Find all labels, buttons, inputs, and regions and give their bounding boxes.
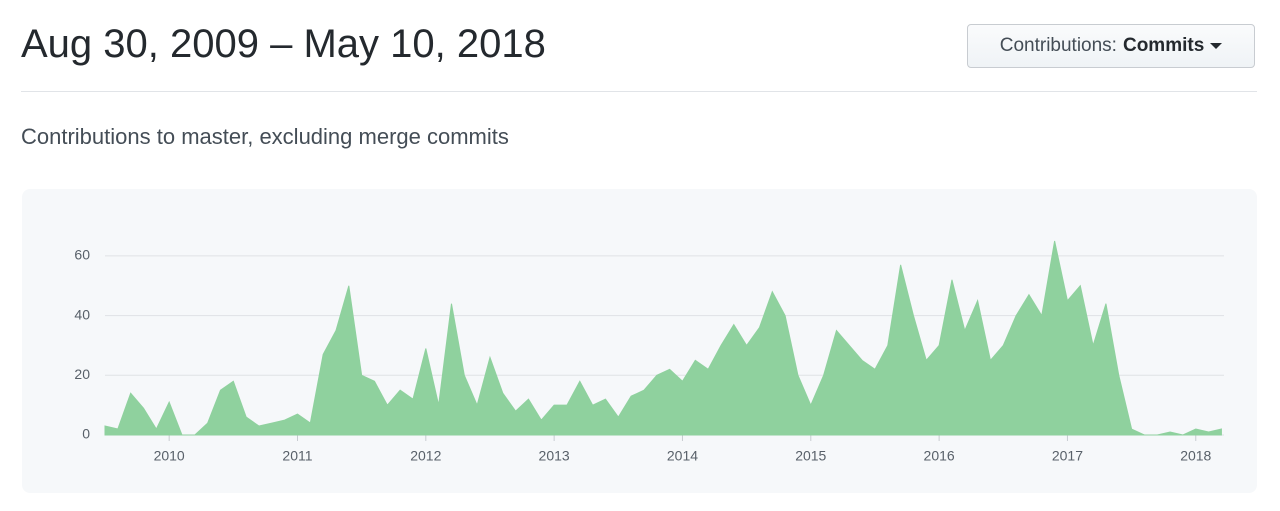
divider [21,91,1257,92]
x-tick-label: 2014 [667,448,698,464]
contributions-dropdown[interactable]: Contributions: Commits [967,24,1255,68]
subtitle: Contributions to master, excluding merge… [21,124,509,149]
x-tick-label: 2017 [1052,448,1083,464]
y-tick-label: 40 [74,306,90,322]
caret [1210,43,1223,49]
x-tick-label: 2013 [539,448,570,464]
area [104,240,1222,436]
y-tick-label: 60 [74,247,90,263]
x-tick-label: 2012 [410,448,441,464]
dropdown-value: Commits [1122,35,1205,56]
y-tick-label: 20 [74,366,90,382]
x-tick-label: 2015 [795,448,826,464]
page-title: Aug 30, 2009 – May 10, 2018 [21,22,546,66]
x-tick-label: 2011 [282,448,312,464]
x-tick-label: 2018 [1180,448,1211,464]
x-tick-label: 2016 [924,448,955,464]
y-tick-label: 0 [82,426,90,442]
dropdown-label: Contributions: [999,35,1117,56]
x-tick-label: 2010 [154,448,185,464]
